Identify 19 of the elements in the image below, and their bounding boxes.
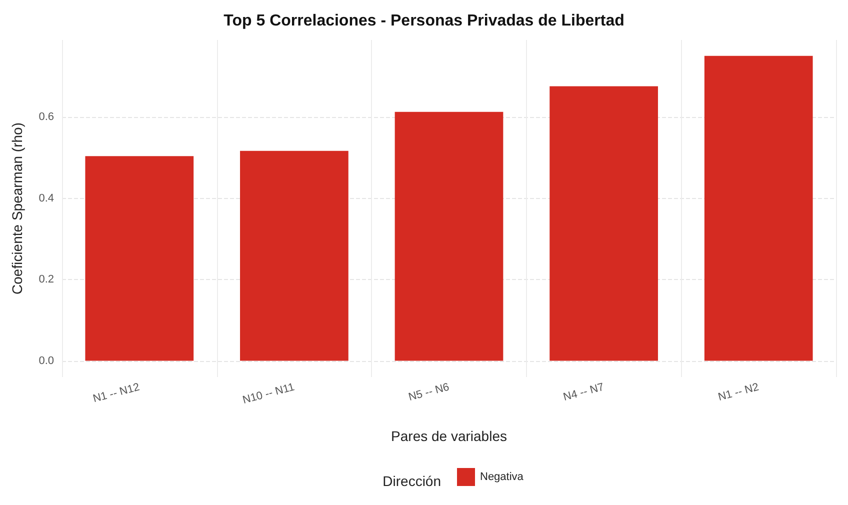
y-axis-title: Coeficiente Spearman (rho) [9,122,25,294]
chart-title: Top 5 Correlaciones - Personas Privadas de Libertad [224,12,624,30]
bar [550,86,658,361]
y-tick-label: 0.2 [38,274,54,286]
x-tick-label: N1 -- N2 [716,381,760,404]
bar [394,112,504,361]
y-tick-label: 0.4 [38,192,54,204]
x-tick-label: N5 -- N6 [407,381,451,404]
y-tick-label: 0.0 [38,354,54,367]
bar [240,150,348,361]
x-tick-label: N10 -- N11 [241,381,296,407]
y-tick-label: 0.6 [38,111,54,124]
x-axis-title: Pares de variables [391,428,507,444]
x-tick-label: N1 -- N12 [92,381,141,406]
x-tick-label: N4 -- N7 [562,381,606,404]
legend-title: Dirección [382,473,442,489]
bar [704,56,813,361]
legend-label: Negativa [480,471,524,483]
bar [85,156,194,361]
